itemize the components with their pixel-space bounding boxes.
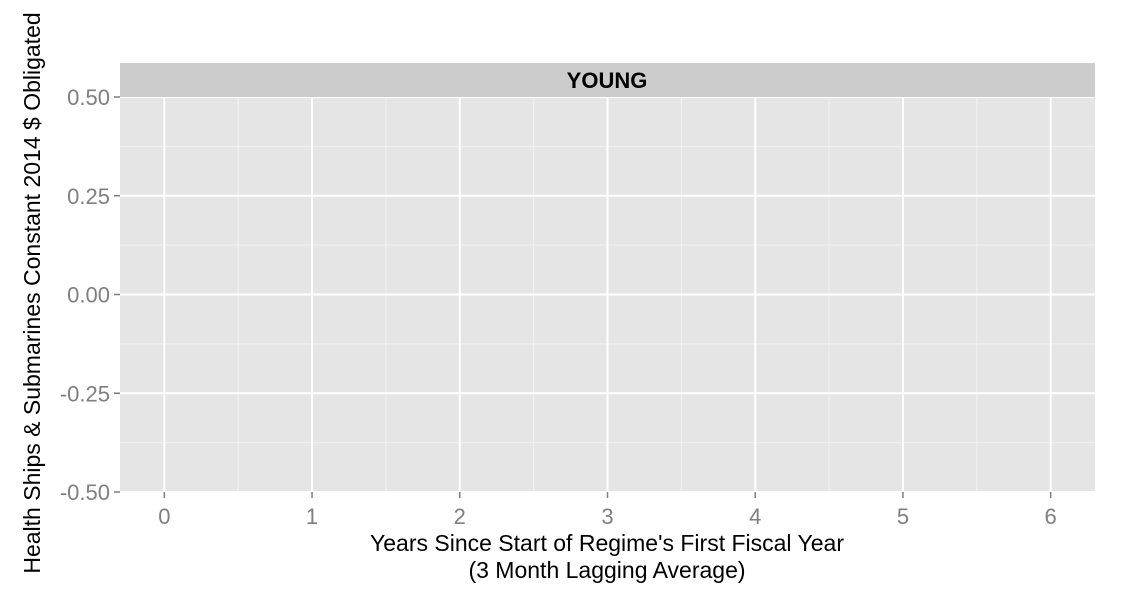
x-tick-label: 3: [601, 504, 613, 529]
facet-strip-label: YOUNG: [567, 68, 648, 93]
y-tick-label: 0.50: [67, 85, 110, 110]
y-tick-label: -0.25: [60, 381, 110, 406]
x-tick-label: 5: [897, 504, 909, 529]
y-axis: -0.50 -0.25 0.00 0.25 0.50: [60, 85, 120, 505]
x-axis-title-line2: (3 Month Lagging Average): [468, 557, 745, 583]
facet-strip: [120, 63, 1095, 97]
x-axis-title-line1: Years Since Start of Regime's First Fisc…: [370, 530, 844, 556]
y-tick-label: 0.00: [67, 283, 110, 308]
y-tick-label: -0.50: [60, 480, 110, 505]
y-tick-label: 0.25: [67, 184, 110, 209]
x-axis: 0 1 2 3 4 5 6: [158, 492, 1057, 529]
x-tick-label: 2: [454, 504, 466, 529]
x-tick-label: 6: [1045, 504, 1057, 529]
y-axis-title: Health Ships & Submarines Constant 2014 …: [19, 12, 45, 573]
x-tick-label: 4: [749, 504, 761, 529]
x-tick-label: 0: [158, 504, 170, 529]
x-tick-label: 1: [306, 504, 318, 529]
